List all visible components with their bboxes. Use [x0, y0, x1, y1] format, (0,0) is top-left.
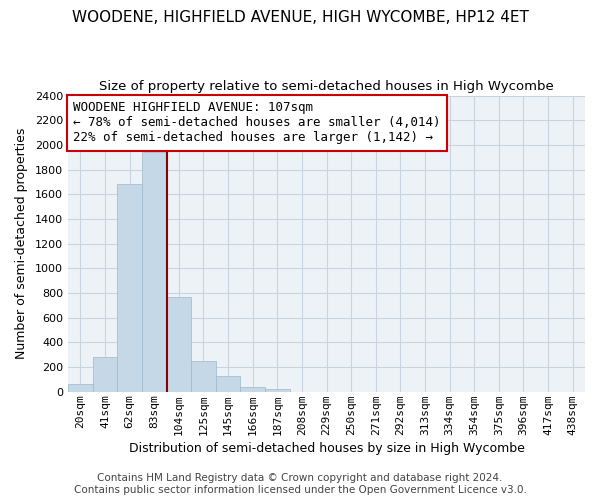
Bar [241, 387, 265, 392]
Bar [92, 357, 117, 392]
Text: WOODENE, HIGHFIELD AVENUE, HIGH WYCOMBE, HP12 4ET: WOODENE, HIGHFIELD AVENUE, HIGH WYCOMBE,… [71, 10, 529, 25]
Bar [265, 390, 290, 392]
Bar [167, 296, 191, 392]
Text: WOODENE HIGHFIELD AVENUE: 107sqm
← 78% of semi-detached houses are smaller (4,01: WOODENE HIGHFIELD AVENUE: 107sqm ← 78% o… [73, 102, 441, 144]
Bar [117, 184, 142, 392]
Bar [142, 152, 167, 392]
Title: Size of property relative to semi-detached houses in High Wycombe: Size of property relative to semi-detach… [99, 80, 554, 93]
Bar [216, 376, 241, 392]
Bar [191, 361, 216, 392]
Text: Contains HM Land Registry data © Crown copyright and database right 2024.
Contai: Contains HM Land Registry data © Crown c… [74, 474, 526, 495]
Bar [68, 384, 92, 392]
Y-axis label: Number of semi-detached properties: Number of semi-detached properties [15, 128, 28, 360]
X-axis label: Distribution of semi-detached houses by size in High Wycombe: Distribution of semi-detached houses by … [128, 442, 524, 455]
